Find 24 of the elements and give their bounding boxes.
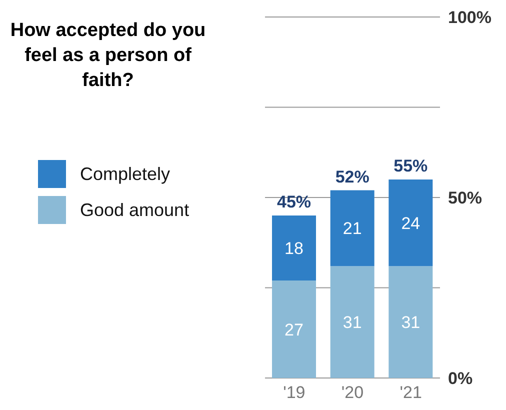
data-label: 18 — [284, 239, 304, 258]
x-tick-label: '20 — [341, 383, 364, 402]
data-label: 31 — [401, 313, 420, 332]
x-tick-label: '19 — [283, 383, 306, 402]
total-label: 55% — [394, 156, 428, 176]
data-label: 21 — [342, 219, 362, 238]
legend-label: Completely — [80, 164, 170, 184]
total-label: 45% — [276, 192, 312, 212]
text: How accepted do you feel as a person of faith? — [9, 19, 207, 93]
bar — [388, 266, 433, 378]
total-label: 52% — [335, 167, 370, 186]
data-label: 24 — [401, 214, 420, 233]
bar — [330, 190, 374, 266]
x-tick-label: '21 — [400, 383, 422, 402]
bar — [330, 266, 374, 378]
y-tick-label: 0% — [448, 369, 473, 388]
data-label: 31 — [342, 313, 362, 332]
y-tick-label: 100% — [448, 8, 492, 28]
legend-label: Good amount — [80, 200, 190, 220]
bar — [272, 280, 316, 378]
bar — [272, 216, 316, 281]
bar — [388, 179, 433, 266]
data-label: 27 — [284, 320, 304, 340]
y-tick-label: 50% — [448, 188, 482, 208]
